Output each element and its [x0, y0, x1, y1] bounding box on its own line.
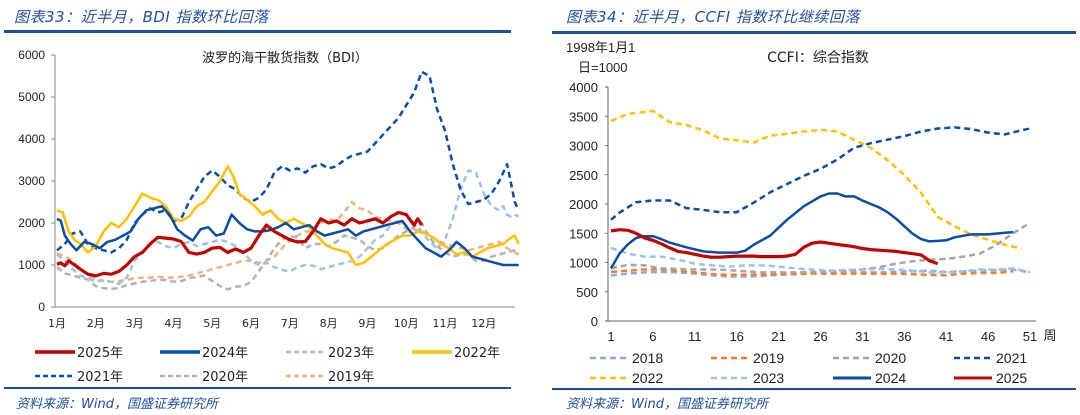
bdi-x-tick-label: 12月: [471, 317, 496, 330]
bdi-x-tick-label: 1月: [48, 317, 66, 330]
ccfi-legend-label: 2020: [875, 350, 906, 366]
ccfi-series-line-2023: [610, 246, 1031, 274]
bdi-y-tick-label: 2000: [18, 216, 45, 230]
bdi-x-tick-label: 9月: [358, 317, 376, 330]
bdi-series-group: [56, 70, 520, 291]
ccfi-x-axis-unit: 周: [1043, 329, 1056, 344]
bdi-y-tick-label: 3000: [18, 174, 45, 188]
bdi-x-tick-label: 3月: [126, 317, 144, 330]
bdi-legend-label: 2021年: [77, 370, 123, 385]
ccfi-legend-label: 2021: [996, 350, 1027, 366]
bdi-x-axis: 1月 2月 3月 4月 5月 6月 7月 8月 9月 10月 11月 12月: [48, 306, 515, 330]
bdi-series-line-2019: [56, 200, 520, 284]
bdi-x-tick-label: 6月: [242, 317, 260, 330]
bdi-x-tick-label: 8月: [320, 317, 338, 330]
bdi-x-tick-label: 10月: [394, 317, 419, 330]
ccfi-x-tick-label: 11: [688, 329, 702, 344]
ccfi-series-line-2021: [610, 126, 1031, 221]
bdi-y-tick-label: 1000: [18, 258, 45, 272]
ccfi-series-line-2022: [610, 109, 1022, 250]
bdi-legend-label: 2020年: [202, 370, 248, 385]
right-title-rule: [552, 31, 1076, 34]
right-source-rule: [552, 388, 1076, 390]
ccfi-x-tick-label: 6: [649, 329, 656, 344]
ccfi-x-tick-label: 41: [939, 329, 953, 344]
ccfi-x-tick-label: 51: [1023, 329, 1037, 344]
ccfi-x-tick-label: 31: [855, 329, 869, 344]
bdi-legend-label: 2023年: [328, 346, 374, 361]
bdi-x-tick-label: 2月: [87, 317, 105, 330]
ccfi-y-tick-label: 1500: [569, 226, 598, 241]
ccfi-series-line-2025: [610, 228, 939, 266]
bdi-chart: 波罗的海干散货指数（BDI） 0 1000 2000 3000 4000 5000 6000…: [18, 48, 520, 385]
ccfi-y-tick-label: 0: [591, 314, 598, 329]
bdi-y-tick-label: 5000: [18, 90, 45, 104]
ccfi-series-line-2019: [610, 268, 1014, 277]
bdi-legend-label: 2019年: [328, 370, 374, 385]
bdi-x-tick-label: 7月: [281, 317, 299, 330]
right-source-note: 资料来源：Wind，国盛证券研究所: [566, 397, 768, 412]
ccfi-y-axis: 0 500 1000 1500 2000 2500 3000 3500 4000: [569, 80, 609, 329]
bdi-x-tick-label: 5月: [203, 317, 221, 330]
bdi-x-tick-label: 11月: [433, 317, 458, 330]
bdi-legend: 2025年 2024年 2023年 2022年 2021年 2020年 2019年: [35, 346, 500, 385]
ccfi-legend-label: 2024: [875, 370, 906, 386]
bdi-series-line-2024: [56, 204, 519, 267]
ccfi-series-line-2020: [610, 221, 1031, 274]
ccfi-chart-title: CCFI：综合指数: [767, 50, 869, 66]
ccfi-y-tick-label: 4000: [569, 80, 598, 95]
bdi-x-tick-label: 4月: [164, 317, 182, 330]
ccfi-legend-label: 2025: [996, 370, 1027, 386]
bdi-y-tick-label: 6000: [18, 48, 45, 62]
ccfi-y-tick-label: 2000: [569, 197, 598, 212]
ccfi-x-tick-label: 16: [729, 329, 743, 344]
ccfi-legend-label: 2022: [632, 370, 663, 386]
ccfi-series-group: [609, 109, 1031, 278]
ccfi-x-tick-label: 1: [607, 329, 614, 344]
ccfi-legend-label: 2019: [753, 350, 784, 366]
ccfi-series-line-2024: [609, 192, 1014, 270]
left-title-rule: [4, 30, 511, 33]
bdi-y-axis: 0 1000 2000 3000 4000 5000 6000: [18, 48, 56, 314]
ccfi-unit-note-line1: 1998年1月1: [566, 40, 635, 55]
ccfi-x-tick-label: 46: [981, 329, 995, 344]
left-source-rule: [4, 387, 511, 389]
ccfi-y-tick-label: 3500: [569, 109, 598, 124]
left-figure-title: 图表33：近半月，BDI 指数环比回落: [14, 8, 269, 26]
right-figure-title: 图表34：近半月，CCFI 指数环比继续回落: [566, 8, 860, 26]
bdi-series-line-2023: [56, 169, 520, 286]
bdi-series-line-2025: [56, 210, 424, 278]
bdi-legend-label: 2025年: [77, 346, 123, 361]
ccfi-legend: 2018 2019 2020 2021 2022 2023 2024 2025: [590, 350, 1027, 386]
bdi-chart-title: 波罗的海干散货指数（BDI）: [202, 50, 368, 66]
ccfi-legend-label: 2023: [753, 370, 784, 386]
ccfi-y-tick-label: 3000: [569, 139, 598, 154]
bdi-legend-label: 2024年: [202, 346, 248, 361]
ccfi-y-tick-label: 1000: [569, 256, 598, 271]
ccfi-chart: 1998年1月1 日=1000 CCFI：综合指数 0 500 1000 1500 20…: [566, 40, 1057, 386]
bdi-legend-label: 2022年: [454, 346, 500, 361]
ccfi-y-tick-label: 2500: [569, 168, 598, 183]
bdi-y-tick-label: 4000: [18, 132, 45, 146]
ccfi-x-tick-label: 36: [897, 329, 911, 344]
left-source-note: 资料来源：Wind，国盛证券研究所: [16, 397, 218, 412]
bdi-y-tick-label: 0: [38, 300, 45, 314]
ccfi-x-tick-label: 21: [771, 329, 785, 344]
ccfi-legend-label: 2018: [632, 350, 663, 366]
ccfi-x-tick-label: 26: [813, 329, 827, 344]
bdi-series-line-2021: [56, 70, 520, 254]
ccfi-unit-note-line2: 日=1000: [578, 60, 628, 75]
ccfi-y-tick-label: 500: [576, 285, 598, 300]
ccfi-x-axis: 1 6 11 16 21 26 31 36 41 46 51 周: [607, 320, 1057, 344]
